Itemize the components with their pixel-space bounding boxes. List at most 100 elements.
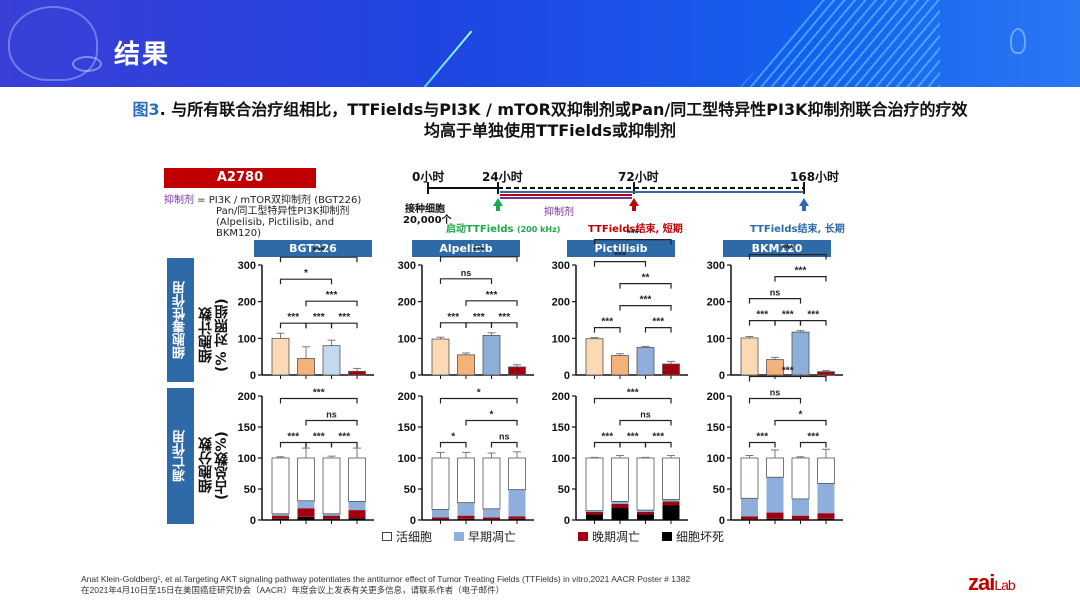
header-banner: 结果	[0, 0, 1080, 87]
svg-text:ns: ns	[461, 268, 472, 278]
svg-text:***: ***	[756, 310, 768, 321]
svg-text:***: ***	[782, 244, 794, 255]
svg-text:100: 100	[707, 453, 725, 465]
svg-text:***: ***	[313, 312, 325, 323]
svg-text:ns: ns	[770, 388, 781, 398]
svg-text:200: 200	[552, 391, 570, 403]
chart-apoptosis-alpelisib: 0 50 100 150 200 * ns * *	[398, 388, 534, 527]
legend-necrosis: 细胞坏死	[662, 528, 724, 545]
svg-text:***: ***	[782, 366, 794, 377]
ear-icon	[1010, 28, 1026, 54]
svg-text:100: 100	[398, 333, 416, 345]
svg-text:150: 150	[238, 422, 256, 434]
svg-text:***: ***	[338, 312, 350, 323]
legend-live: 活细胞	[382, 528, 432, 545]
svg-text:**: **	[642, 273, 650, 284]
svg-text:100: 100	[552, 333, 570, 345]
svg-text:50: 50	[404, 484, 416, 496]
svg-text:***: ***	[601, 317, 613, 328]
svg-text:***: ***	[795, 266, 807, 277]
svg-text:0: 0	[250, 515, 256, 527]
svg-text:***: ***	[627, 229, 639, 240]
svg-text:200: 200	[707, 297, 725, 309]
svg-text:***: ***	[640, 295, 652, 306]
svg-text:***: ***	[473, 246, 485, 257]
svg-text:0: 0	[250, 370, 256, 382]
svg-text:***: ***	[807, 310, 819, 321]
svg-text:*: *	[451, 432, 455, 443]
svg-text:50: 50	[244, 484, 256, 496]
lips-icon	[72, 56, 102, 72]
legend-early: 早期凋亡	[454, 528, 516, 545]
citation: Anat Klein-Goldberg¹, et al.Targeting AK…	[81, 574, 691, 595]
figure-number: 图3	[132, 100, 160, 119]
svg-text:200: 200	[238, 391, 256, 403]
svg-text:***: ***	[652, 432, 664, 443]
chart-apoptosis-bgt226: 0 50 100 150 200 *** *** *** ns ***	[238, 388, 374, 527]
svg-text:ns: ns	[640, 410, 651, 420]
svg-text:150: 150	[398, 422, 416, 434]
start-label: 启动TTFields (200 kHz)	[446, 224, 561, 235]
svg-text:***: ***	[627, 388, 639, 399]
svg-text:***: ***	[313, 432, 325, 443]
svg-text:200: 200	[552, 297, 570, 309]
svg-text:ns: ns	[770, 288, 781, 298]
svg-text:*: *	[490, 410, 494, 421]
svg-text:0: 0	[564, 370, 570, 382]
svg-text:50: 50	[558, 484, 570, 496]
drug-tag-bkm120: BKM120	[723, 240, 831, 257]
svg-text:300: 300	[707, 260, 725, 272]
svg-text:200: 200	[398, 297, 416, 309]
svg-text:***: ***	[614, 251, 626, 262]
svg-text:300: 300	[398, 260, 416, 272]
cell-line-badge: A2780	[164, 168, 316, 188]
drug-tag-bgt226: BGT226	[254, 240, 372, 257]
svg-text:***: ***	[287, 432, 299, 443]
svg-text:200: 200	[707, 391, 725, 403]
svg-text:100: 100	[398, 453, 416, 465]
svg-text:0: 0	[564, 515, 570, 527]
chart-apoptosis-pictilisib: 0 50 100 150 200 *** *** *** ns ***	[552, 388, 688, 527]
svg-text:***: ***	[498, 312, 510, 323]
svg-text:***: ***	[313, 388, 325, 399]
svg-text:0: 0	[410, 515, 416, 527]
svg-text:***: ***	[486, 290, 498, 301]
section-title: 结果	[114, 40, 171, 70]
svg-text:***: ***	[807, 432, 819, 443]
legend-late: 晚期凋亡	[578, 528, 640, 545]
timeline-graphic	[427, 182, 809, 211]
svg-text:50: 50	[713, 484, 725, 496]
svg-text:***: ***	[473, 312, 485, 323]
svg-text:0: 0	[719, 515, 725, 527]
svg-text:***: ***	[627, 432, 639, 443]
drug-tag-alpelisib: Alpelisib	[412, 240, 520, 257]
svg-text:***: ***	[338, 432, 350, 443]
svg-text:150: 150	[552, 422, 570, 434]
svg-text:150: 150	[707, 422, 725, 434]
svg-text:300: 300	[238, 260, 256, 272]
svg-text:*: *	[799, 410, 803, 421]
svg-text:***: ***	[326, 290, 338, 301]
svg-text:***: ***	[287, 312, 299, 323]
brain-icon	[8, 6, 98, 81]
svg-text:100: 100	[552, 453, 570, 465]
svg-text:100: 100	[238, 453, 256, 465]
svg-text:*: *	[477, 388, 481, 399]
svg-text:300: 300	[552, 260, 570, 272]
treatment-timeline: 0小时 24小时 72小时 168小时 接种细胞 20,000个 抑制剂 启动T…	[400, 165, 860, 245]
figure-title: 图3. 与所有联合治疗组相比，TTFields与PI3K / mTOR双抑制剂或…	[132, 100, 968, 140]
svg-text:100: 100	[707, 333, 725, 345]
chart-legend: 活细胞 早期凋亡 晚期凋亡 细胞坏死	[382, 528, 724, 545]
svg-text:***: ***	[756, 432, 768, 443]
svg-text:ns: ns	[499, 432, 510, 442]
svg-text:100: 100	[238, 333, 256, 345]
svg-text:***: ***	[601, 432, 613, 443]
svg-text:200: 200	[398, 391, 416, 403]
svg-text:***: ***	[313, 246, 325, 257]
svg-text:0: 0	[719, 370, 725, 382]
